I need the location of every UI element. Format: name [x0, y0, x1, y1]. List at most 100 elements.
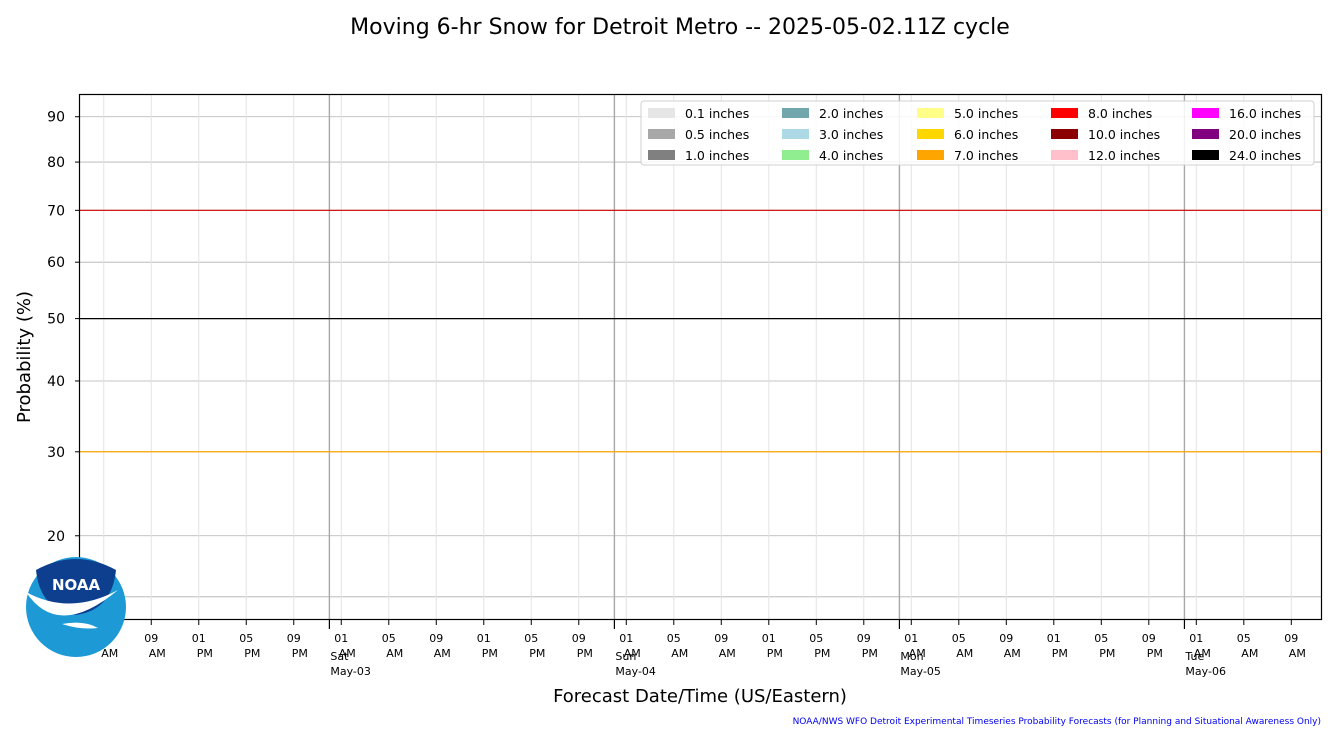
- x-tick-hour-label: 09: [287, 632, 301, 645]
- y-tick-label: 90: [47, 110, 65, 126]
- day-date-label: May-03: [330, 665, 371, 678]
- x-tick-ampm-label: PM: [767, 647, 783, 660]
- legend-label: 4.0 inches: [819, 148, 883, 163]
- x-tick-hour-label: 09: [714, 632, 728, 645]
- x-tick-hour-label: 01: [334, 632, 348, 645]
- day-date-label: May-04: [615, 665, 656, 678]
- legend-swatch: [1051, 129, 1078, 139]
- x-tick-hour-label: 01: [619, 632, 633, 645]
- x-tick-ampm-label: PM: [244, 647, 260, 660]
- y-axis-ticks: 20 30 40 50 60 70 80 90: [47, 110, 80, 545]
- y-tick-label: 50: [47, 312, 65, 328]
- x-tick-ampm-label: AM: [624, 647, 641, 660]
- x-tick-hour-label: 09: [572, 632, 586, 645]
- x-tick-ampm-label: PM: [197, 647, 213, 660]
- legend-swatch: [648, 108, 675, 118]
- legend-label: 6.0 inches: [954, 127, 1018, 142]
- x-tick-ampm-label: PM: [1052, 647, 1068, 660]
- plot-frame: [78, 93, 1323, 621]
- x-tick-hour-label: 09: [999, 632, 1013, 645]
- legend-swatch: [782, 129, 809, 139]
- x-tick-ampm-label: AM: [1004, 647, 1021, 660]
- legend-label: 0.1 inches: [685, 106, 749, 121]
- legend-box: [640, 100, 1315, 166]
- y-tick-label: 40: [47, 374, 65, 390]
- legend-label: 2.0 inches: [819, 106, 883, 121]
- legend-swatch: [917, 108, 944, 118]
- x-tick-ampm-label: PM: [814, 647, 830, 660]
- day-date-label: May-06: [1185, 665, 1226, 678]
- y-tick-label: 30: [47, 445, 65, 461]
- legend-swatch: [917, 129, 944, 139]
- x-tick-ampm-label: PM: [862, 647, 878, 660]
- day-name-label: Tue: [1184, 650, 1204, 663]
- x-tick-hour-label: 05: [1237, 632, 1251, 645]
- x-tick-hour-label: 05: [952, 632, 966, 645]
- day-markers: Sat May-03 Sun May-04 Mon May-05 Tue May-06: [328, 620, 1226, 678]
- x-tick-hour-label: 05: [382, 632, 396, 645]
- x-tick-hour-label: 01: [904, 632, 918, 645]
- day-name-label: Sat: [330, 650, 349, 663]
- x-tick-ampm-label: PM: [482, 647, 498, 660]
- legend-label: 20.0 inches: [1229, 127, 1301, 142]
- x-tick-hour-label: 09: [857, 632, 871, 645]
- legend-label: 16.0 inches: [1229, 106, 1301, 121]
- legend-swatch: [782, 150, 809, 160]
- x-tick-ampm-label: AM: [719, 647, 736, 660]
- day-name-label: Mon: [900, 650, 923, 663]
- legend-label: 1.0 inches: [685, 148, 749, 163]
- y-axis-label: Probability (%): [14, 291, 35, 423]
- x-tick-hour-label: 01: [762, 632, 776, 645]
- x-tick-hour-label: 05: [524, 632, 538, 645]
- noaa-logo-text: NOAA: [52, 576, 101, 594]
- legend-label: 0.5 inches: [685, 127, 749, 142]
- legend-label: 12.0 inches: [1088, 148, 1160, 163]
- legend-label: 24.0 inches: [1229, 148, 1301, 163]
- chart-title: Moving 6-hr Snow for Detroit Metro -- 20…: [350, 15, 1010, 40]
- legend-swatch: [1192, 108, 1219, 118]
- y-tick-label: 20: [47, 529, 65, 545]
- x-tick-ampm-label: AM: [956, 647, 973, 660]
- y-tick-label: 60: [47, 255, 65, 271]
- x-tick-ampm-label: PM: [1147, 647, 1163, 660]
- x-tick-ampm-label: PM: [529, 647, 545, 660]
- x-tick-hour-label: 05: [239, 632, 253, 645]
- reference-lines: [80, 209, 1321, 453]
- legend-swatch: [1051, 150, 1078, 160]
- y-tick-label: 80: [47, 155, 65, 171]
- x-tick-ampm-label: PM: [1099, 647, 1115, 660]
- x-tick-hour-label: 09: [1142, 632, 1156, 645]
- x-tick-hour-label: 09: [1284, 632, 1298, 645]
- x-tick-ampm-label: AM: [101, 647, 118, 660]
- day-name-label: Sun: [615, 650, 636, 663]
- y-tick-label: 70: [47, 203, 65, 219]
- x-tick-hour-label: 09: [144, 632, 158, 645]
- legend-swatch: [648, 129, 675, 139]
- legend-label: 8.0 inches: [1088, 106, 1152, 121]
- x-tick-hour-label: 09: [429, 632, 443, 645]
- x-tick-ampm-label: AM: [339, 647, 356, 660]
- x-tick-ampm-label: PM: [577, 647, 593, 660]
- x-axis-label: Forecast Date/Time (US/Eastern): [553, 686, 847, 707]
- legend-swatch: [1051, 108, 1078, 118]
- footer-disclaimer: NOAA/NWS WFO Detroit Experimental Timese…: [792, 717, 1321, 727]
- x-tick-hour-label: 01: [1189, 632, 1203, 645]
- x-tick-ampm-label: AM: [1241, 647, 1258, 660]
- x-tick-hour-label: 05: [809, 632, 823, 645]
- legend-swatch: [1192, 129, 1219, 139]
- x-tick-ampm-label: AM: [671, 647, 688, 660]
- x-tick-hour-label: 01: [477, 632, 491, 645]
- legend-label: 3.0 inches: [819, 127, 883, 142]
- x-tick-hour-label: 01: [192, 632, 206, 645]
- x-tick-hour-label: 05: [667, 632, 681, 645]
- noaa-logo: NOAA: [26, 557, 126, 657]
- day-date-label: May-05: [900, 665, 941, 678]
- legend-label: 10.0 inches: [1088, 127, 1160, 142]
- x-tick-ampm-label: AM: [434, 647, 451, 660]
- grid-lines: [80, 95, 1321, 620]
- x-tick-ampm-label: AM: [386, 647, 403, 660]
- x-tick-ampm-label: AM: [1194, 647, 1211, 660]
- x-tick-ampm-label: AM: [909, 647, 926, 660]
- legend-swatch: [1192, 150, 1219, 160]
